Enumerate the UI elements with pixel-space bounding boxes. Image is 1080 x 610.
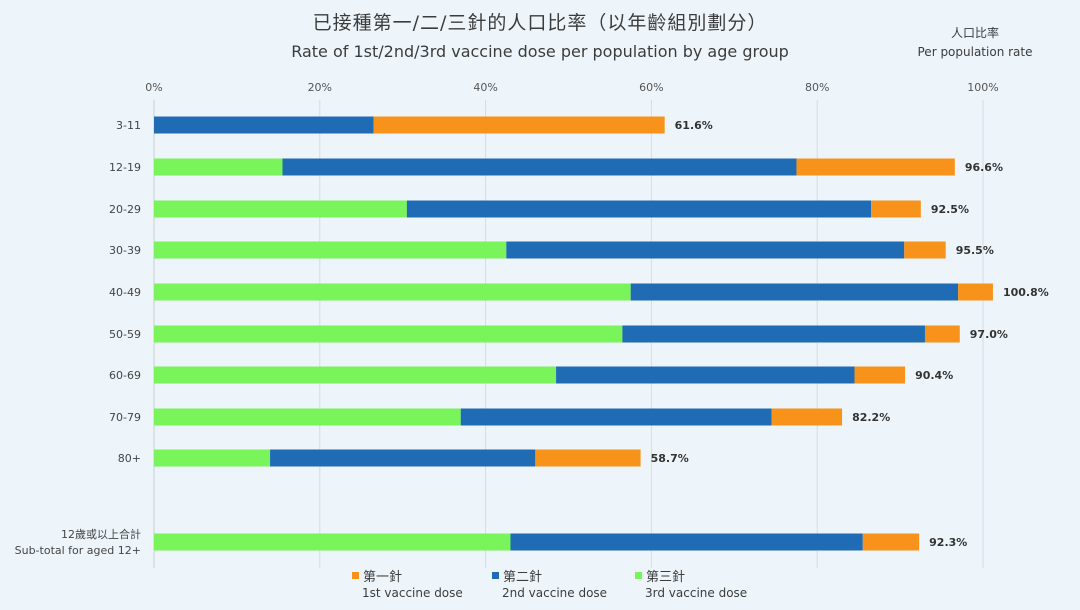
bar-segment-2nd — [510, 533, 863, 551]
category-label: 40-49 — [109, 286, 141, 299]
category-label: 60-69 — [109, 369, 141, 382]
bar-segment-2nd — [622, 325, 925, 343]
bar-segment-1st — [904, 241, 946, 259]
legend-label-en: 3rd vaccine dose — [645, 586, 748, 600]
data-label-total: 100.8% — [1003, 286, 1049, 299]
bar-segment-2nd — [460, 408, 772, 426]
bar-segment-3rd — [154, 449, 271, 467]
data-label-total: 90.4% — [915, 369, 953, 382]
data-label-total: 92.3% — [929, 536, 967, 549]
chart-title-chinese: 已接種第一/二/三針的人口比率（以年齡組別劃分） — [312, 12, 768, 34]
bar-segment-3rd — [154, 533, 511, 551]
category-label: 20-29 — [109, 203, 141, 216]
data-label-total: 96.6% — [965, 161, 1003, 174]
bar-segment-3rd — [154, 283, 631, 301]
bar-segment-1st — [771, 408, 843, 426]
x-tick-label: 100% — [967, 81, 998, 94]
legend: 第一針 1st vaccine dose 第二針 2nd vaccine dos… — [0, 566, 1080, 606]
bar-segment-1st — [924, 325, 960, 343]
data-label-total: 61.6% — [675, 119, 713, 132]
bar-segment-1st — [871, 200, 921, 218]
x-tick-label: 0% — [145, 81, 162, 94]
rate-label-chinese: 人口比率 — [950, 26, 999, 40]
rate-label-english: Per population rate — [917, 45, 1033, 59]
legend-label-zh: 第二針 — [503, 570, 543, 585]
data-label-total: 92.5% — [931, 203, 969, 216]
legend-swatch-second — [492, 572, 499, 579]
legend-item-third-dose: 第三針 3rd vaccine dose — [635, 566, 747, 600]
x-tick-label: 60% — [639, 81, 663, 94]
legend-item-first-dose: 第一針 1st vaccine dose — [352, 566, 463, 600]
bar-segment-3rd — [154, 241, 507, 259]
bar-segment-1st — [958, 283, 993, 301]
bar-segment-1st — [862, 533, 920, 551]
category-label: 3-11 — [116, 119, 141, 132]
bar-segment-2nd — [630, 283, 959, 301]
category-label: 12歲或以上合計 — [61, 527, 141, 541]
bar-segment-2nd — [282, 158, 797, 176]
bar-segment-1st — [535, 449, 641, 467]
category-label: 70-79 — [109, 411, 141, 424]
legend-swatch-first — [352, 572, 359, 579]
bar-segment-3rd — [154, 366, 557, 384]
bar-segment-2nd — [506, 241, 905, 259]
legend-swatch-third — [635, 572, 642, 579]
legend-label-en: 2nd vaccine dose — [502, 586, 608, 600]
bar-segment-2nd — [406, 200, 872, 218]
category-label: Sub-total for aged 12+ — [15, 544, 141, 557]
bar-segment-2nd — [556, 366, 855, 384]
legend-label-zh: 第一針 — [363, 570, 403, 585]
category-label: 12-19 — [109, 161, 141, 174]
data-label-total: 82.2% — [852, 411, 890, 424]
data-label-total: 97.0% — [970, 328, 1008, 341]
x-tick-label: 20% — [308, 81, 332, 94]
data-label-total: 95.5% — [956, 244, 994, 257]
data-label-total: 58.7% — [651, 452, 689, 465]
legend-label-en: 1st vaccine dose — [362, 586, 463, 600]
category-label: 80+ — [118, 452, 141, 465]
x-tick-label: 80% — [805, 81, 829, 94]
bar-segment-3rd — [154, 200, 407, 218]
category-label: 30-39 — [109, 244, 141, 257]
bar-segment-3rd — [154, 408, 461, 426]
bar-segment-2nd — [154, 116, 374, 134]
bar-segment-1st — [373, 116, 665, 134]
bar-segment-1st — [796, 158, 955, 176]
bar-segment-3rd — [154, 158, 283, 176]
bar-segment-1st — [854, 366, 906, 384]
bar-segment-2nd — [270, 449, 536, 467]
legend-item-second-dose: 第二針 2nd vaccine dose — [492, 566, 607, 600]
x-tick-label: 40% — [473, 81, 497, 94]
chart-title-english: Rate of 1st/2nd/3rd vaccine dose per pop… — [291, 42, 789, 61]
category-label: 50-59 — [109, 328, 141, 341]
bar-segment-3rd — [154, 325, 623, 343]
legend-label-zh: 第三針 — [646, 570, 686, 585]
